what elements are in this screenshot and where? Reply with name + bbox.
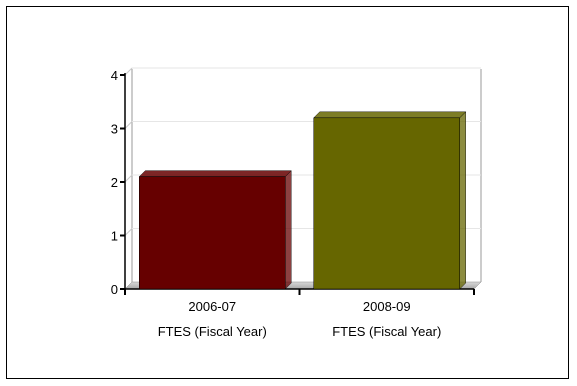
grid-line-side	[124, 174, 133, 183]
bars	[138, 111, 467, 290]
bar-side-2008-09	[459, 111, 466, 290]
y-tick-label: 0	[111, 282, 118, 297]
bar-2006-07	[139, 176, 286, 290]
y-tick-label: 4	[111, 68, 118, 83]
x-category-sublabel: FTES (Fiscal Year)	[158, 324, 267, 339]
bar-2008-09	[313, 117, 460, 290]
x-category-sublabel: FTES (Fiscal Year)	[332, 324, 441, 339]
labels: 0 1 2 3 4 2006-07 FTES (Fiscal Year) 2008-09 FTE…	[111, 68, 442, 339]
bar-top-2008-09	[313, 111, 467, 119]
grid-line-side	[124, 228, 133, 236]
bar-side-2006-07	[285, 170, 292, 290]
grid-line-side	[124, 121, 133, 129]
y-tick-label: 3	[111, 122, 118, 137]
y-tick-label: 1	[111, 229, 118, 244]
grid-line-side	[124, 67, 133, 76]
y-tick-label: 2	[111, 175, 118, 190]
x-category-label: 2008-09	[363, 299, 411, 314]
bar-top-2006-07	[138, 170, 292, 177]
x-category-label: 2006-07	[188, 299, 236, 314]
